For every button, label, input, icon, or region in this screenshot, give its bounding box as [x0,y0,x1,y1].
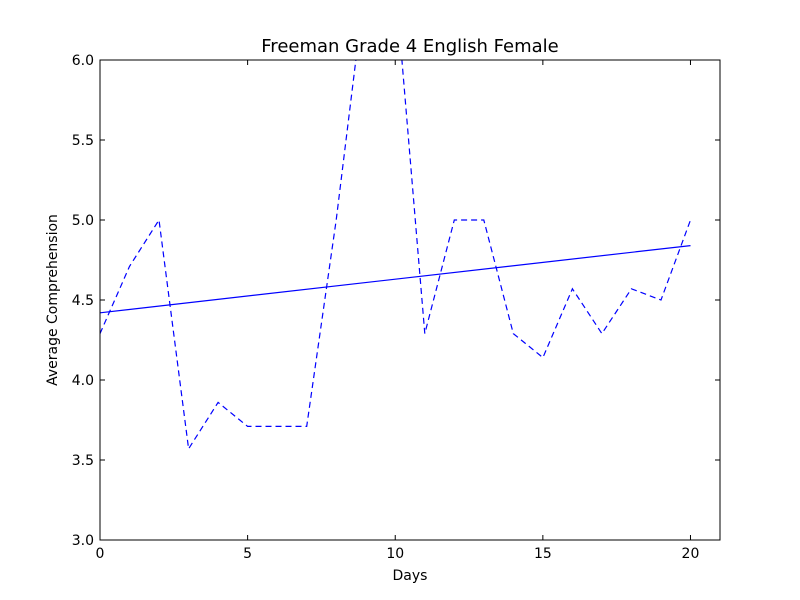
axis-ticks: 0 5 10 15 20 3.0 3.5 4.0 4.5 5.0 5.5 6.0 [72,53,720,562]
y-tick-label: 5.0 [72,213,94,229]
y-tick-label: 6.0 [72,53,94,69]
x-tick-label: 5 [243,546,252,562]
daily-comprehension-line [100,60,692,451]
x-tick-label: 0 [96,546,105,562]
y-tick-label: 4.0 [72,373,94,389]
plot-frame [99,59,721,541]
y-tick-label: 3.0 [72,533,94,549]
y-tick-label: 3.5 [72,453,94,469]
x-tick-label: 15 [534,546,552,562]
x-axis-label: Days [393,568,428,584]
trend-line [100,245,691,314]
chart-title: Freeman Grade 4 English Female [261,36,558,57]
series-group [100,60,692,451]
x-tick-label: 10 [386,546,404,562]
y-axis-label: Average Comprehension [45,214,61,386]
y-tick-label: 5.5 [72,133,94,149]
x-tick-label: 20 [682,546,700,562]
y-tick-label: 4.5 [72,293,94,309]
